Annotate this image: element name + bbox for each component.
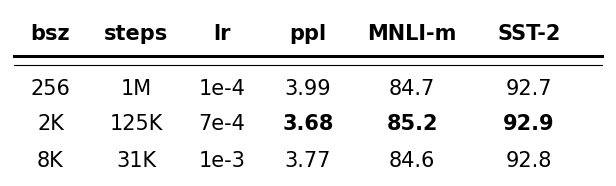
Text: 125K: 125K — [110, 114, 163, 134]
Text: 92.7: 92.7 — [506, 79, 552, 99]
Text: SST-2: SST-2 — [497, 24, 561, 44]
Text: 85.2: 85.2 — [386, 114, 438, 134]
Text: ppl: ppl — [290, 24, 326, 44]
Text: 8K: 8K — [37, 151, 64, 171]
Text: 3.68: 3.68 — [282, 114, 334, 134]
Text: 1e-4: 1e-4 — [199, 79, 246, 99]
Text: 1e-3: 1e-3 — [199, 151, 246, 171]
Text: 3.77: 3.77 — [285, 151, 331, 171]
Text: 84.7: 84.7 — [389, 79, 436, 99]
Text: 3.99: 3.99 — [285, 79, 331, 99]
Text: bsz: bsz — [31, 24, 70, 44]
Text: 7e-4: 7e-4 — [199, 114, 246, 134]
Text: 2K: 2K — [37, 114, 64, 134]
Text: 92.8: 92.8 — [506, 151, 552, 171]
Text: 31K: 31K — [116, 151, 156, 171]
Text: 92.9: 92.9 — [503, 114, 554, 134]
Text: 256: 256 — [31, 79, 70, 99]
Text: 1M: 1M — [121, 79, 152, 99]
Text: steps: steps — [104, 24, 168, 44]
Text: MNLI-m: MNLI-m — [368, 24, 457, 44]
Text: 84.6: 84.6 — [389, 151, 436, 171]
Text: lr: lr — [213, 24, 231, 44]
